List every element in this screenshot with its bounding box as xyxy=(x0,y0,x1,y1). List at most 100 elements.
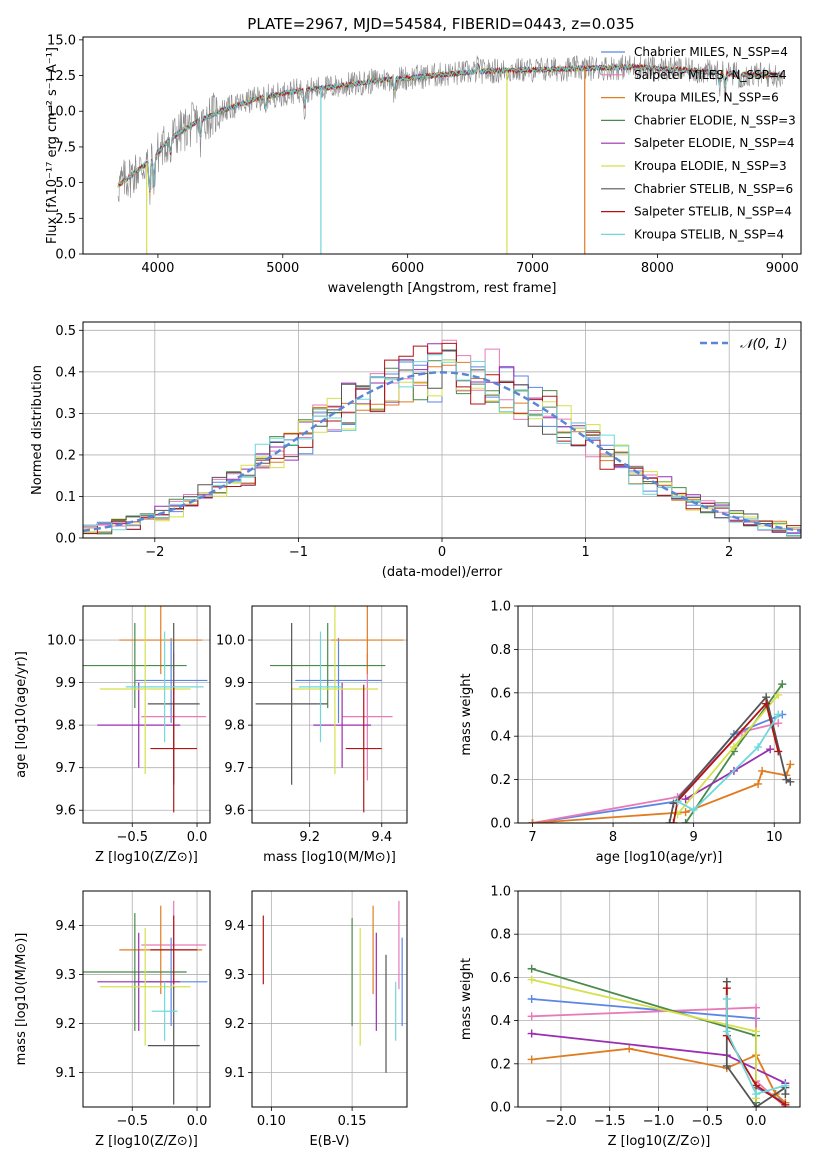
age_vs_mass-ytick-label: 10.0 xyxy=(216,634,245,649)
residuals-plot xyxy=(83,339,801,538)
legend-entry-kroupa_elodie: Kroupa ELODIE, N_SSP=3 xyxy=(634,159,787,173)
weight-line-chabrier_stelib xyxy=(668,695,791,823)
mass_vs_z-grid xyxy=(83,891,210,1107)
weight-marker-kroupa_stelib xyxy=(754,743,763,752)
weight-marker-chabrier_elodie xyxy=(681,819,690,823)
normal-distribution-curve xyxy=(83,371,801,532)
residuals-xlabel: (data-model)/error xyxy=(382,565,503,580)
mass_vs_z-ytick-label: 9.1 xyxy=(55,1066,76,1081)
residuals-xtick-label: 1 xyxy=(581,545,589,560)
normal-curve-legend-label: 𝒩(0, 1) xyxy=(740,337,787,352)
age_vs_mass-ytick-label: 9.6 xyxy=(224,804,245,819)
age_vs_z-grid xyxy=(83,606,210,823)
model-spectrum-kroupa_stelib xyxy=(117,63,783,192)
age_vs_z-xtick-label: 0.0 xyxy=(187,830,208,845)
weight_vs_age-ytick-label: 0.2 xyxy=(490,773,511,788)
mass_vs_z-xlabel: Z [log10(Z/Z⊙)] xyxy=(95,1134,198,1149)
legend-entry-kroupa_stelib: Kroupa STELIB, N_SSP=4 xyxy=(634,227,784,241)
mass_vs_ebv-xtick-label: 0.15 xyxy=(338,1114,367,1129)
spectrum-ytick-label: 15.0 xyxy=(47,33,76,48)
age_vs_z-ytick-label: 9.6 xyxy=(55,804,76,819)
weight-marker-chabrier_miles xyxy=(527,995,536,1003)
weight-line-kroupa_stelib xyxy=(677,714,779,812)
model-spectrum-kroupa_elodie xyxy=(117,63,783,195)
age_vs_z-ytick-label: 9.7 xyxy=(55,761,76,776)
model-spectrum-salpeter_stelib xyxy=(117,63,783,193)
residuals-ylabel: Normed distribution xyxy=(30,365,45,495)
weight-marker-kroupa_stelib xyxy=(722,1027,731,1036)
mass_vs_z-ytick-label: 9.4 xyxy=(55,919,76,934)
weight_vs_age-ytick-label: 0.4 xyxy=(490,730,511,745)
spectrum-plot xyxy=(117,54,783,254)
weight-line-kroupa_stelib xyxy=(725,999,786,1096)
weight-marker-kroupa_miles xyxy=(758,766,767,775)
weight_vs_age-xtick-label: 8 xyxy=(609,830,617,845)
weight_vs_z-plot xyxy=(527,964,790,1107)
weight_vs_age-xtick-label: 7 xyxy=(528,830,536,845)
weight-marker-salpeter_stelib xyxy=(752,1081,761,1090)
weight-marker-kroupa_stelib xyxy=(689,805,698,814)
weight-marker-salpeter_elodie xyxy=(681,795,690,804)
weight_vs_age-grid xyxy=(518,605,800,824)
weight-line-kroupa_miles xyxy=(532,764,792,823)
weight-marker-salpeter_stelib xyxy=(762,699,771,708)
residuals-ytick-label: 0.2 xyxy=(55,448,76,463)
residuals-ytick-label: 0.4 xyxy=(55,365,76,380)
weight-marker-kroupa_miles xyxy=(528,819,537,823)
mass_vs_ebv-xlabel: E(B-V) xyxy=(309,1134,349,1149)
residuals-xtick-label: 2 xyxy=(725,545,733,560)
mass_vs_z-plot xyxy=(83,900,208,1105)
residuals-panel: −2 −1 0 1 2 0.0 0.1 0.2 0.3 0.4 0.5 (data-model)/er… xyxy=(30,321,802,580)
weight-marker-kroupa_elodie xyxy=(774,690,783,699)
weight_vs_age-plot xyxy=(528,680,795,823)
age_vs_mass-plot xyxy=(255,606,404,813)
residuals-ytick-label: 0.5 xyxy=(55,324,76,339)
legend-entry-chabrier_miles: Chabrier MILES, N_SSP=4 xyxy=(634,45,788,59)
weight_vs_age-xlabel: age [log10(age/yr)] xyxy=(596,850,723,865)
residuals-xtick-label: 0 xyxy=(438,545,446,560)
weight-marker-salpeter_miles xyxy=(527,1012,536,1021)
spectrum-ylabel: Flux [fλ10⁻¹⁷ erg cm⁻² s⁻¹ A⁻¹] xyxy=(45,47,60,244)
age_vs_mass-xlabel: mass [log10(M/M⊙)] xyxy=(263,850,396,865)
age_vs_z-frame xyxy=(82,605,211,824)
weight-marker-kroupa_stelib xyxy=(722,995,731,1003)
weight-marker-chabrier_stelib xyxy=(722,1061,731,1070)
mass_vs_ebv-frame xyxy=(251,890,408,1108)
legend-entry-kroupa_miles: Kroupa MILES, N_SSP=6 xyxy=(634,91,779,105)
spectrum-ytick-label: 7.5 xyxy=(55,140,76,155)
weight-marker-kroupa_miles xyxy=(527,1055,536,1064)
mass_vs_z-ytick-label: 9.3 xyxy=(55,968,76,983)
model-spectrum-kroupa_miles xyxy=(117,63,783,196)
weight-marker-salpeter_miles xyxy=(774,719,783,728)
spectrum-xtick-label: 9000 xyxy=(766,261,799,276)
weight-marker-salpeter_elodie xyxy=(527,1029,536,1038)
age_vs_z-plot xyxy=(83,606,208,813)
weight-marker-chabrier_stelib xyxy=(752,1103,761,1107)
spectrum-ytick-label: 0.0 xyxy=(55,248,76,263)
residuals-ytick-label: 0.3 xyxy=(55,407,76,422)
weight-marker-salpeter_stelib xyxy=(669,819,678,823)
weight_vs_z-xtick-label: −1.5 xyxy=(594,1114,626,1129)
residuals-ytick-label: 0.1 xyxy=(55,490,76,505)
spectrum-ytick-label: 5.0 xyxy=(55,176,76,191)
weight-marker-chabrier_elodie xyxy=(778,680,787,689)
residuals-xtick-label: −1 xyxy=(289,545,308,560)
weight-marker-kroupa_stelib xyxy=(673,797,682,806)
mass_vs_z-xtick-label: −0.5 xyxy=(116,1114,148,1129)
mass_vs_z-frame xyxy=(82,890,211,1108)
weight-marker-salpeter_miles xyxy=(752,1003,761,1012)
weight_vs_age-ytick-label: 0.6 xyxy=(490,686,511,701)
weight_vs_z-ytick-label: 0.6 xyxy=(490,971,511,986)
model-spectrum-chabrier_miles xyxy=(117,63,783,193)
observed-spectrum-line xyxy=(117,54,783,205)
weight-marker-kroupa_miles xyxy=(786,760,795,769)
weight_vs_z-ytick-label: 0.0 xyxy=(490,1101,511,1116)
mass_vs_ebv-ytick-label: 9.3 xyxy=(224,968,245,983)
weight_vs_age-xtick-label: 10 xyxy=(766,830,783,845)
age_vs_mass-panel: 9.2 9.4 9.6 9.7 9.8 9.9 10.0 mass [log10(M/M⊙)] xyxy=(216,605,408,865)
mass_vs_z-xtick-label: 0.0 xyxy=(187,1114,208,1129)
weight-marker-kroupa_miles xyxy=(754,779,763,788)
spectrum-xtick-label: 7000 xyxy=(516,261,549,276)
weight-line-chabrier_elodie xyxy=(531,967,757,1103)
